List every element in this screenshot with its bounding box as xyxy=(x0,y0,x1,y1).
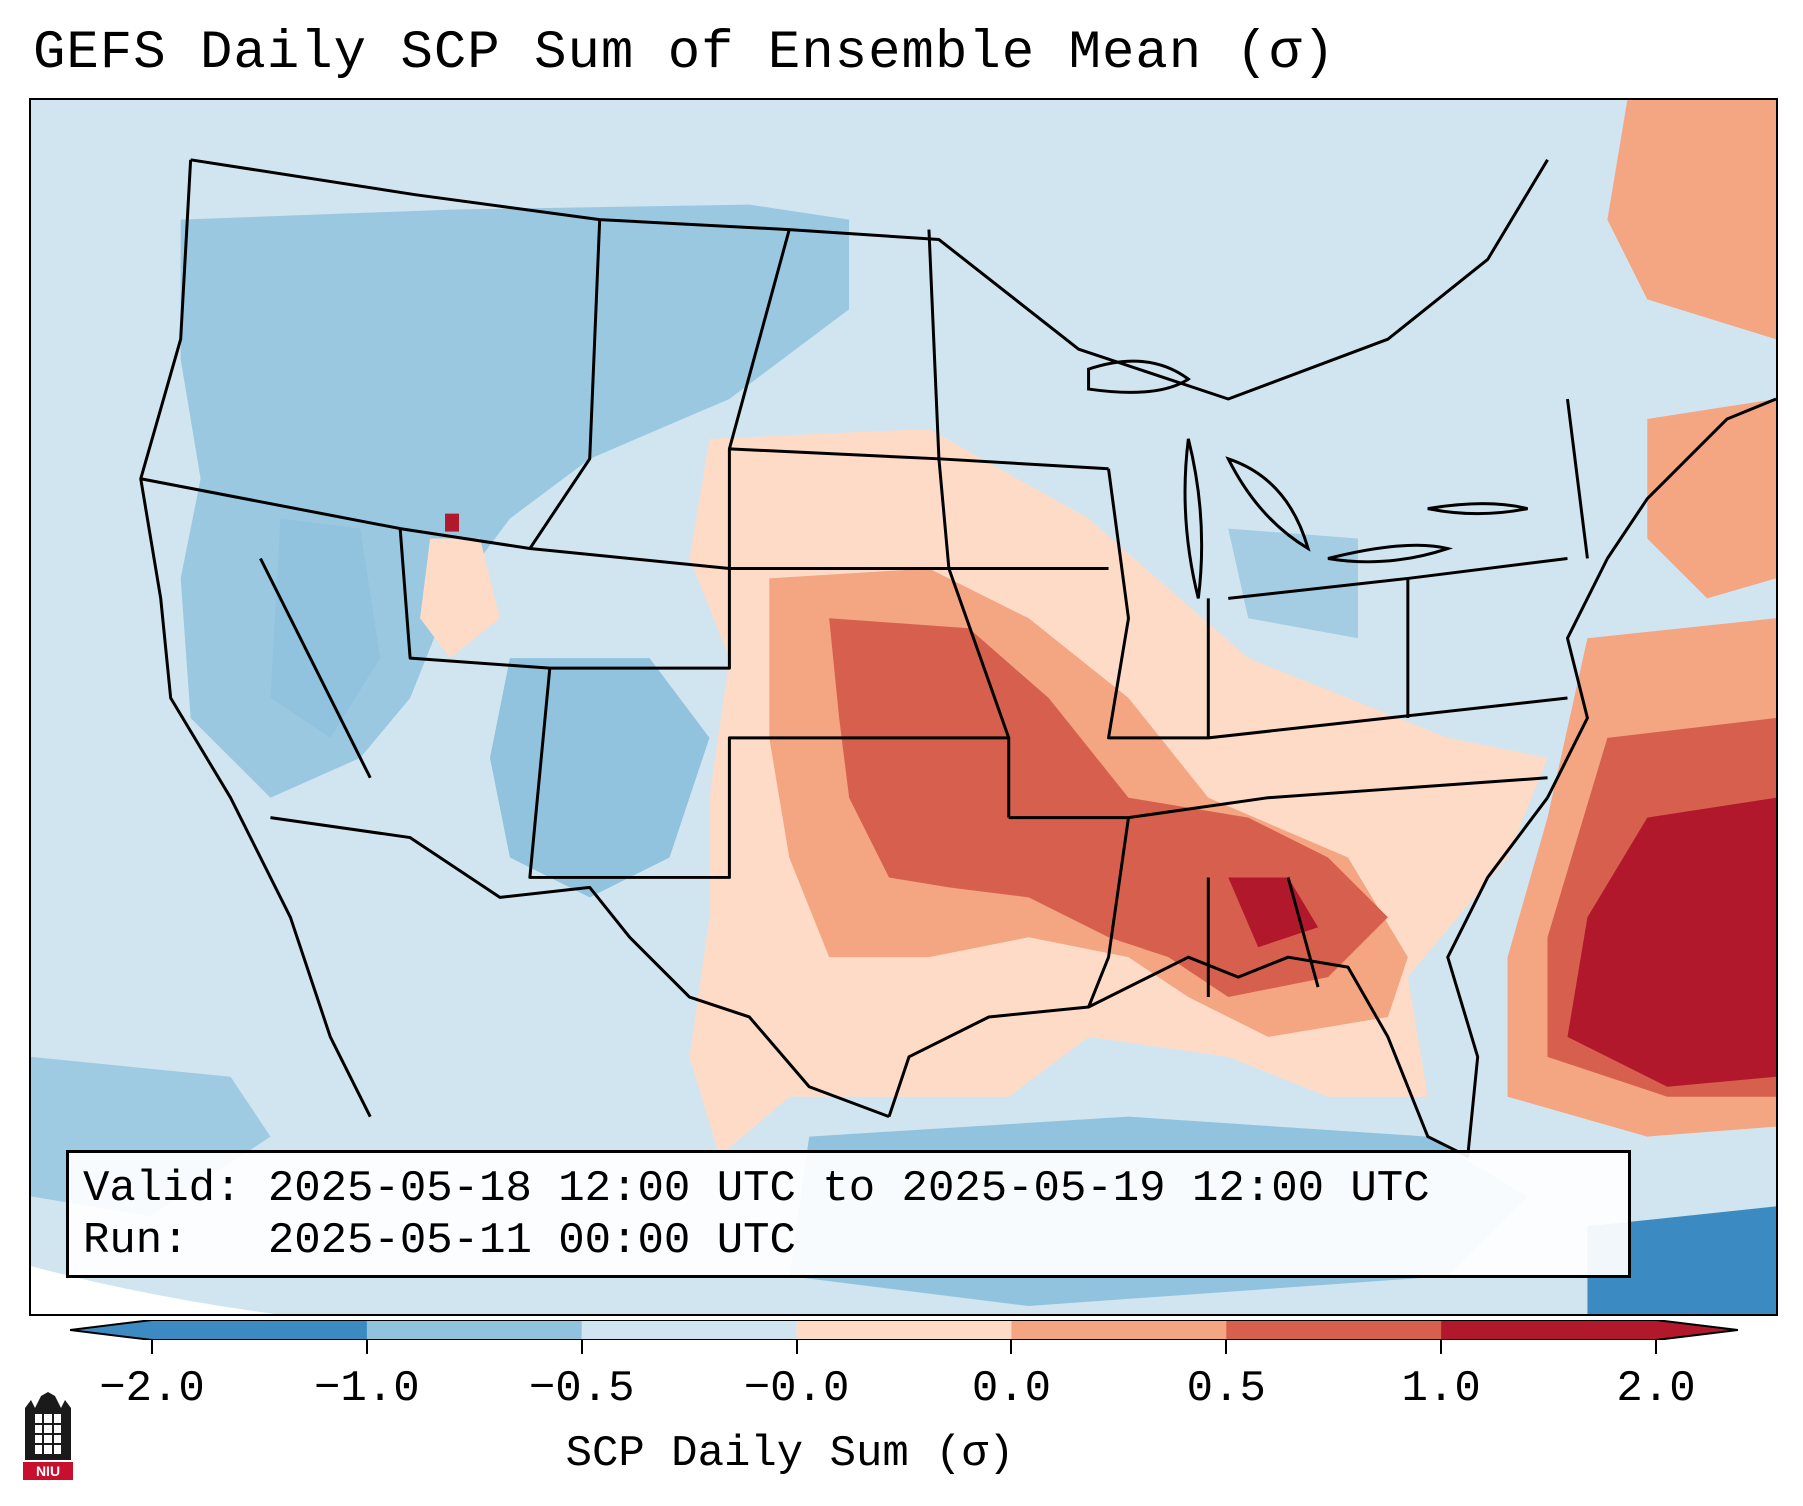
colorbar-graphic xyxy=(70,1320,1738,1340)
field-red-northeast xyxy=(1607,100,1776,340)
colorbar-segment xyxy=(581,1320,798,1340)
colorbar-tick-mark xyxy=(1225,1340,1228,1354)
great-lakes xyxy=(1087,359,1528,599)
coast-east xyxy=(1546,397,1776,799)
state-line-2 xyxy=(259,557,372,779)
run-time-text: Run: 2025-05-11 00:00 UTC xyxy=(83,1216,796,1266)
colorbar-tick-label: −0.0 xyxy=(743,1364,850,1414)
colorbar-tick-label: 0.0 xyxy=(971,1364,1052,1414)
field-blue-caribbean xyxy=(1587,1206,1776,1314)
field-blue-greatlakes xyxy=(1228,528,1358,639)
state-line-9 xyxy=(1008,776,1548,820)
colorbar-tick-mark xyxy=(365,1340,368,1354)
colorbar-tick-mark xyxy=(151,1340,153,1354)
border-canada xyxy=(190,158,1549,401)
political-boundaries xyxy=(139,158,1776,1159)
map-canvas xyxy=(31,100,1776,1314)
colorbar-tick-label: −0.5 xyxy=(528,1364,635,1414)
colorbar-extend-low xyxy=(70,1320,152,1340)
colorbar-tick-mark xyxy=(1655,1340,1657,1354)
colorbar-segment xyxy=(366,1320,583,1340)
valid-time-box: Valid: 2025-05-18 12:00 UTC to 2025-05-1… xyxy=(66,1150,1631,1278)
colorbar-tick-mark xyxy=(1010,1340,1013,1354)
valid-time-text: Valid: 2025-05-18 12:00 UTC to 2025-05-1… xyxy=(83,1164,1430,1214)
colorbar-tick-label: −2.0 xyxy=(99,1364,205,1414)
state-line-13 xyxy=(1107,468,1568,740)
colorbar xyxy=(70,1320,1738,1340)
field-red-atlantic-north xyxy=(1647,399,1776,599)
state-line-10 xyxy=(1087,817,1130,1008)
chart-title: GEFS Daily SCP Sum of Ensemble Mean (σ) xyxy=(33,23,1336,84)
state-line-17 xyxy=(1565,398,1589,559)
colorbar-extend-high xyxy=(1656,1320,1738,1340)
coast-west xyxy=(139,159,372,1118)
field-red-weak-utah xyxy=(420,538,500,659)
projection-edge xyxy=(31,1266,275,1314)
colorbar-segment xyxy=(1011,1320,1227,1340)
niu-logo-icon: NIU xyxy=(21,1390,75,1482)
colorbar-tick-label: 0.5 xyxy=(1186,1364,1266,1414)
state-line-7 xyxy=(927,229,1011,739)
field-red-atlantic-max xyxy=(1567,797,1776,1087)
colorbar-label: SCP Daily Sum (σ) xyxy=(565,1429,1015,1479)
state-line-6 xyxy=(528,219,602,550)
colorbar-tick-mark xyxy=(580,1340,583,1354)
map-panel xyxy=(29,98,1778,1316)
colorbar-segment xyxy=(796,1320,1012,1340)
state-line-5 xyxy=(727,229,791,450)
state-line-12 xyxy=(1286,877,1320,988)
niu-logo-graphic: NIU xyxy=(23,1392,73,1480)
colorbar-tick-label: −1.0 xyxy=(314,1364,420,1414)
colorbar-tick-mark xyxy=(1440,1340,1443,1354)
colorbar-tick-mark xyxy=(795,1340,798,1354)
field-red-max-utah xyxy=(445,513,460,532)
niu-logo-text: NIU xyxy=(36,1463,60,1479)
colorbar-segment xyxy=(1226,1320,1442,1340)
field-red-max-south xyxy=(1228,877,1319,948)
coast-gulf xyxy=(887,796,1549,1159)
field-blue-nevada xyxy=(270,518,381,738)
colorbar-tick-label: 1.0 xyxy=(1401,1364,1481,1414)
colorbar-segment xyxy=(1441,1320,1657,1340)
colorbar-segment xyxy=(152,1320,368,1340)
scp-field xyxy=(31,100,1776,1314)
colorbar-tick-label: 2.0 xyxy=(1616,1364,1696,1414)
border-mexico xyxy=(270,816,890,1119)
state-line-4 xyxy=(528,667,1011,879)
